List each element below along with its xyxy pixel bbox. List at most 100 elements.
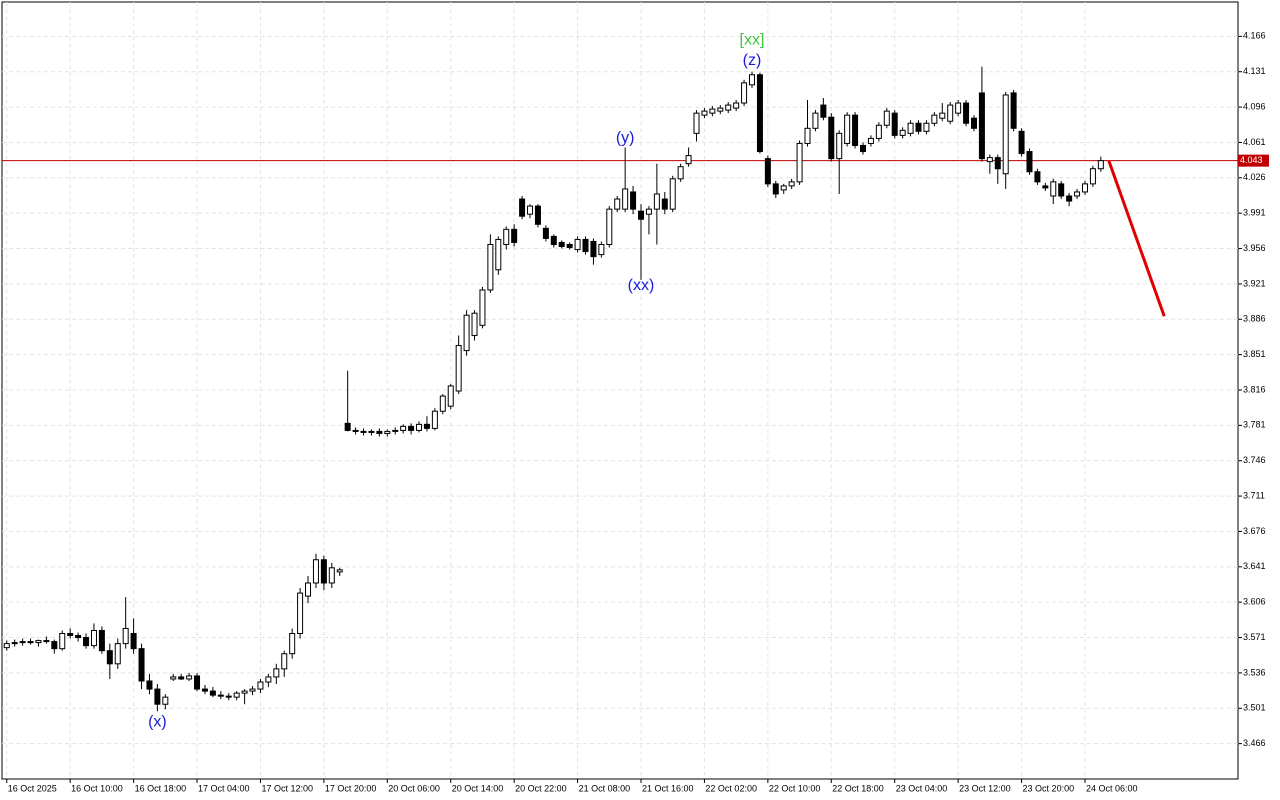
candle-body: [590, 240, 597, 258]
candle-body: [265, 676, 272, 683]
candle-body: [1066, 195, 1073, 202]
candle-body: [27, 641, 34, 644]
candle-body: [788, 181, 795, 187]
candle-body: [233, 692, 240, 698]
candle-body: [725, 104, 732, 111]
x-tick-label: 16 Oct 2025: [8, 783, 57, 793]
candle-body: [178, 676, 185, 680]
candle-body: [875, 124, 882, 139]
candle-body: [606, 208, 613, 245]
candle-body: [90, 629, 97, 647]
x-tick-label: 20 Oct 06:00: [388, 783, 440, 793]
y-tick-label: 3.746: [1243, 455, 1266, 465]
candle-body: [558, 241, 565, 248]
candle-body: [194, 675, 201, 690]
y-tick-label: 3.536: [1243, 667, 1266, 677]
candle-body: [249, 688, 256, 692]
y-tick-label: 3.466: [1243, 738, 1266, 748]
x-tick-label: 20 Oct 14:00: [452, 783, 504, 793]
y-tick-label: 3.641: [1243, 561, 1266, 571]
candle-body: [423, 423, 430, 429]
candle-body: [812, 112, 819, 129]
candle-body: [804, 127, 811, 144]
candle-body: [915, 122, 922, 132]
candle-body: [384, 430, 391, 434]
y-tick-label: 3.781: [1243, 420, 1266, 430]
candle-body: [138, 648, 145, 682]
candle-body: [1058, 183, 1065, 197]
candle-body: [566, 243, 573, 249]
candle-body: [978, 92, 985, 160]
candle-body: [852, 114, 859, 146]
candle-body: [455, 345, 462, 392]
y-tick-label: 3.676: [1243, 526, 1266, 536]
candle-body: [836, 132, 843, 160]
y-tick-label: 4.096: [1243, 101, 1266, 111]
candle-body: [717, 107, 724, 112]
candle-body: [534, 205, 541, 225]
y-tick-label: 3.501: [1243, 703, 1266, 713]
candle-body: [709, 108, 716, 114]
candle-body: [519, 198, 526, 217]
candle-body: [289, 633, 296, 655]
y-tick-label: 4.026: [1243, 172, 1266, 182]
wave-label: (z): [743, 52, 762, 69]
x-tick-label: 22 Oct 18:00: [832, 783, 884, 793]
candle-body: [1089, 168, 1096, 185]
candle-body: [503, 228, 510, 245]
candle-body: [114, 643, 121, 665]
candle-body: [328, 567, 335, 584]
candle-body: [83, 637, 90, 647]
candle-body: [352, 429, 359, 432]
candle-body: [130, 633, 137, 650]
candle-body: [542, 227, 549, 239]
y-tick-label: 4.166: [1243, 31, 1266, 41]
candle-body: [154, 688, 161, 705]
candle-body: [75, 635, 82, 639]
candle-body: [772, 183, 779, 195]
candle-body: [867, 137, 874, 144]
candle-body: [98, 629, 105, 652]
candle-body: [955, 102, 962, 114]
x-tick-label: 21 Oct 16:00: [642, 783, 694, 793]
candle-body: [344, 422, 351, 431]
candle-body: [1034, 171, 1041, 183]
last-price-label: 4.043: [1240, 155, 1263, 165]
candle-body: [685, 155, 692, 165]
y-tick-label: 3.886: [1243, 314, 1266, 324]
candle-body: [947, 104, 954, 122]
candle-body: [820, 104, 827, 118]
candle-body: [3, 643, 10, 649]
y-tick-label: 3.956: [1243, 243, 1266, 253]
candle-body: [19, 641, 26, 644]
candle-body: [963, 102, 970, 124]
candle-body: [439, 395, 446, 412]
candle-body: [527, 205, 534, 215]
candle-body: [661, 198, 668, 210]
candle-body: [35, 640, 42, 644]
candle-body: [986, 157, 993, 163]
candle-body: [931, 114, 938, 124]
candle-body: [1018, 130, 1025, 155]
wave-label: [xx]: [740, 32, 765, 49]
candle-body: [431, 410, 438, 429]
candle-body: [1002, 94, 1009, 175]
candle-body: [305, 582, 312, 597]
candle-body: [614, 198, 621, 210]
candle-body: [844, 114, 851, 144]
x-tick-label: 17 Oct 04:00: [198, 783, 250, 793]
candle-body: [907, 122, 914, 134]
candle-body: [1097, 160, 1104, 170]
candle-body: [11, 642, 18, 645]
candle-body: [479, 289, 486, 326]
candle-body: [106, 650, 113, 665]
x-tick-label: 23 Oct 04:00: [896, 783, 948, 793]
candle-body: [400, 425, 407, 431]
y-tick-label: 3.816: [1243, 384, 1266, 394]
y-tick-label: 3.851: [1243, 349, 1266, 359]
candle-body: [43, 640, 50, 643]
candle-body: [67, 633, 74, 637]
wave-label: (y): [616, 130, 635, 147]
